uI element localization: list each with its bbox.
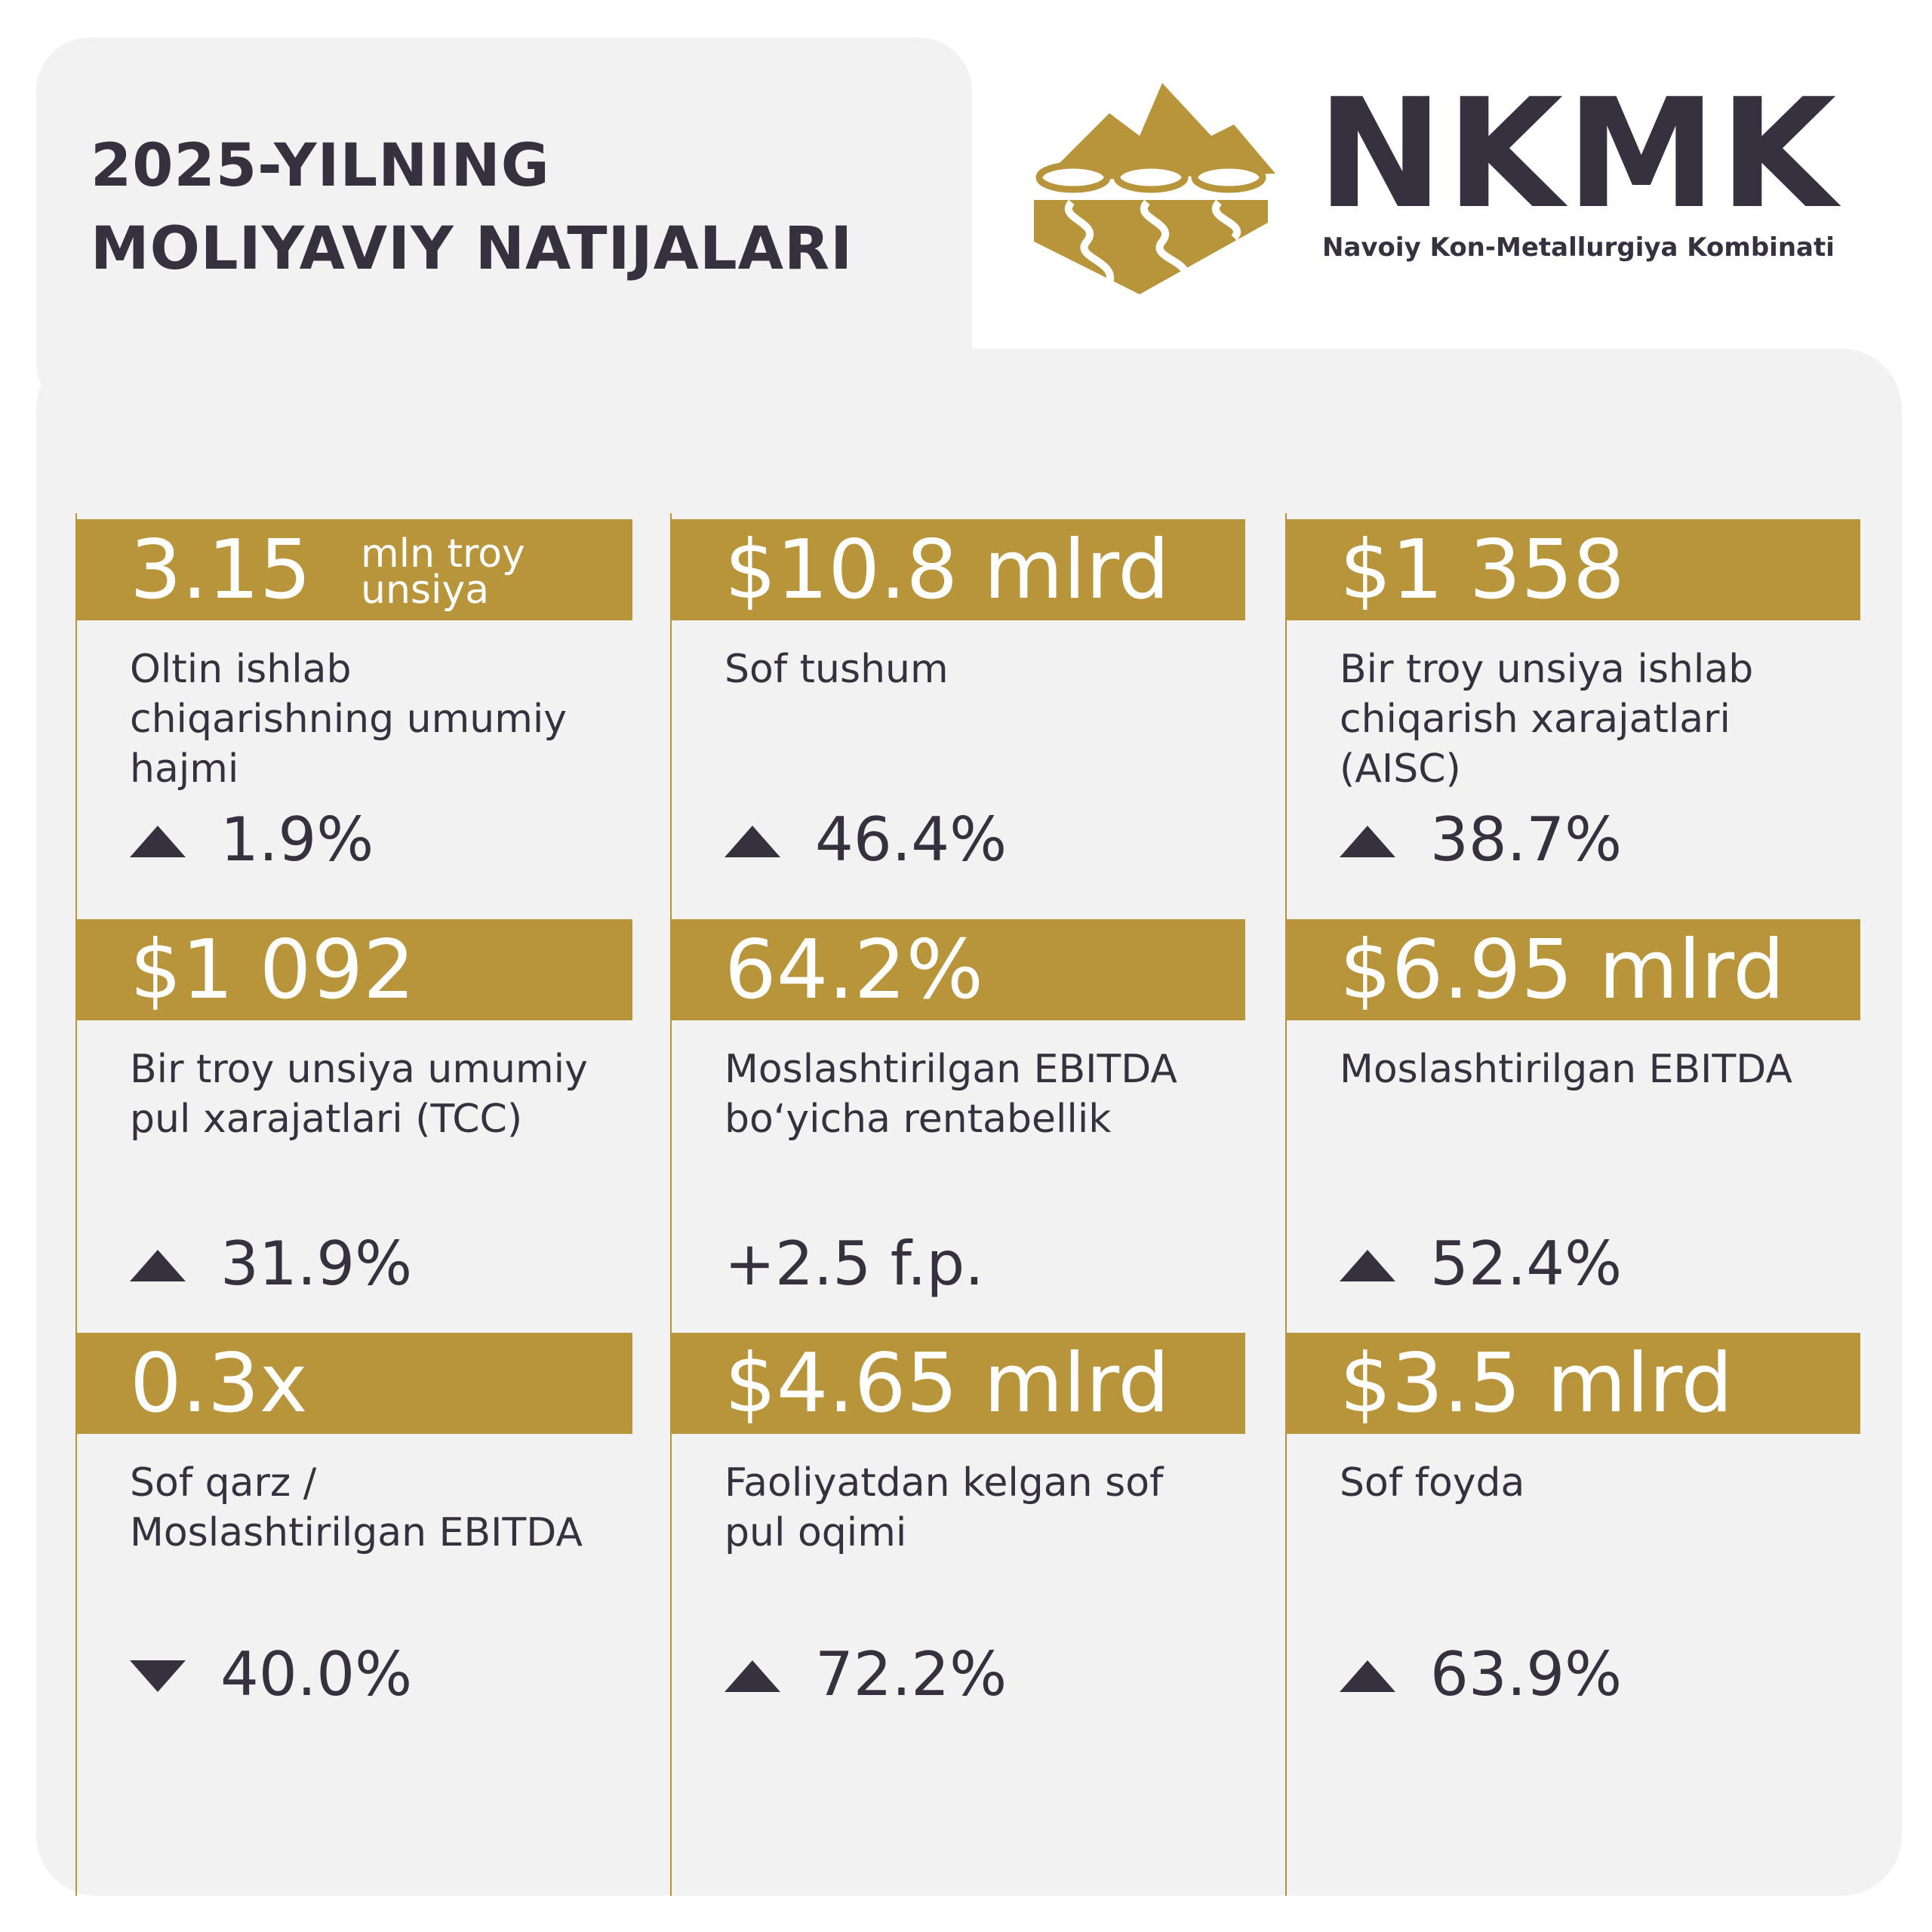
metric-value: 0.3x xyxy=(130,1337,308,1431)
metric-change-value: 72.2% xyxy=(815,1639,1008,1709)
metric-change-value: 31.9% xyxy=(220,1229,413,1299)
metric-change-value: 46.4% xyxy=(815,804,1008,875)
triangle-down-icon xyxy=(130,1660,186,1692)
mountain-gold-logo-icon xyxy=(1034,83,1275,294)
metric-label: Bir troy unsiya ishlab chiqarish xarajat… xyxy=(1340,647,1754,792)
triangle-up-icon xyxy=(130,1250,186,1281)
metric-value-bar xyxy=(77,1333,632,1434)
metric-change-value: +2.5 f.p. xyxy=(724,1229,984,1299)
triangle-up-icon xyxy=(1340,1660,1395,1692)
logo-wordmark: NKMK xyxy=(1317,66,1840,242)
metric-label: Sof qarz / Moslashtirilgan EBITDA xyxy=(130,1460,583,1555)
logo-subtitle: Navoiy Kon-Metallurgiya Kombinati xyxy=(1322,232,1835,263)
page-title-line2: MOLIYAVIY NATIJALARI xyxy=(91,215,854,283)
metric-label: Moslashtirilgan EBITDA bo‘yicha rentabel… xyxy=(724,1047,1177,1142)
metric-value: $3.5 mlrd xyxy=(1340,1337,1734,1431)
triangle-up-icon xyxy=(724,826,780,857)
metric-value-bar xyxy=(1287,519,1860,620)
metric-value: $1 358 xyxy=(1340,523,1625,617)
metric-change-value: 40.0% xyxy=(220,1639,413,1709)
column-divider xyxy=(75,513,77,1896)
metric-label: Sof foyda xyxy=(1340,1460,1525,1506)
triangle-up-icon xyxy=(130,826,186,857)
triangle-up-icon xyxy=(1340,826,1395,857)
metric-label: Bir troy unsiya umumiy pul xarajatlari (… xyxy=(130,1047,588,1142)
metric-value-bar xyxy=(77,919,632,1020)
metric-change-value: 63.9% xyxy=(1430,1639,1623,1709)
metric-change-value: 1.9% xyxy=(220,804,374,875)
metric-value: $1 092 xyxy=(130,923,415,1017)
metric-change-value: 52.4% xyxy=(1430,1229,1623,1299)
metric-label: Faoliyatdan kelgan sof pul oqimi xyxy=(724,1460,1164,1555)
metric-unit: mln troy unsiya xyxy=(361,531,525,613)
metric-change-value: 38.7% xyxy=(1430,804,1623,875)
triangle-up-icon xyxy=(724,1660,780,1692)
metric-value-bar xyxy=(672,519,1245,620)
metric-value-bar xyxy=(1287,919,1860,1020)
page-title: 2025-YILNING MOLIYAVIY NATIJALARI xyxy=(91,125,853,291)
triangle-up-icon xyxy=(1340,1250,1395,1281)
metric-label: Moslashtirilgan EBITDA xyxy=(1340,1047,1792,1092)
metric-value: $10.8 mlrd xyxy=(724,523,1170,617)
metric-label: Sof tushum xyxy=(724,647,949,692)
metric-value: $6.95 mlrd xyxy=(1340,923,1785,1017)
column-divider xyxy=(670,513,672,1896)
metric-value-bar xyxy=(77,519,632,620)
metric-value: $4.65 mlrd xyxy=(724,1337,1170,1431)
metric-value-bar xyxy=(672,1333,1245,1434)
column-divider xyxy=(1285,513,1287,1896)
metric-value: 3.15 xyxy=(130,523,312,617)
metric-label: Oltin ishlab chiqarishning umumiy hajmi xyxy=(130,647,568,792)
metric-value-bar xyxy=(1287,1333,1860,1434)
page-title-line1: 2025-YILNING xyxy=(91,132,550,200)
metric-value: 64.2% xyxy=(724,923,984,1017)
metric-value-bar xyxy=(672,919,1245,1020)
